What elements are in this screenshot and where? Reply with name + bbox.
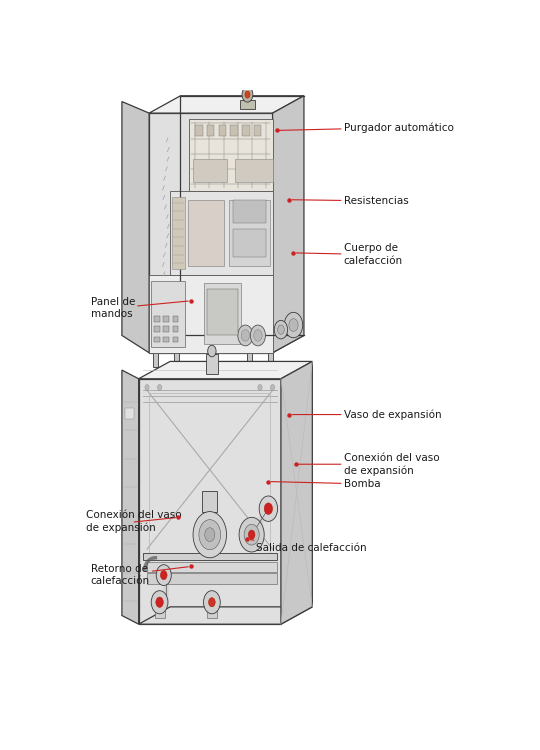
Circle shape	[238, 325, 253, 346]
Circle shape	[239, 518, 264, 552]
Circle shape	[160, 571, 167, 580]
Circle shape	[158, 385, 161, 390]
Polygon shape	[228, 200, 271, 266]
Circle shape	[204, 591, 220, 613]
Polygon shape	[219, 124, 226, 136]
Polygon shape	[207, 124, 214, 136]
Polygon shape	[230, 124, 238, 136]
Circle shape	[244, 524, 259, 545]
Polygon shape	[153, 352, 158, 368]
Circle shape	[241, 330, 249, 341]
Circle shape	[251, 325, 266, 346]
Polygon shape	[139, 362, 312, 379]
Polygon shape	[143, 553, 277, 560]
Polygon shape	[281, 362, 312, 624]
Polygon shape	[151, 280, 185, 347]
Polygon shape	[149, 113, 273, 352]
Polygon shape	[174, 352, 179, 368]
Polygon shape	[139, 379, 281, 624]
Polygon shape	[254, 124, 261, 136]
Circle shape	[156, 597, 163, 608]
Polygon shape	[207, 290, 238, 335]
Polygon shape	[233, 229, 266, 257]
Circle shape	[208, 345, 216, 357]
Polygon shape	[154, 326, 160, 332]
Polygon shape	[163, 326, 169, 332]
Polygon shape	[204, 284, 241, 344]
Text: Panel de
mandos: Panel de mandos	[91, 297, 188, 320]
Circle shape	[271, 385, 275, 390]
Circle shape	[278, 325, 284, 334]
Polygon shape	[273, 96, 304, 352]
Polygon shape	[149, 335, 304, 352]
Polygon shape	[147, 562, 277, 572]
Circle shape	[193, 512, 227, 558]
Polygon shape	[154, 316, 160, 322]
Circle shape	[264, 503, 273, 515]
Polygon shape	[149, 96, 304, 113]
Polygon shape	[240, 100, 255, 109]
Polygon shape	[206, 355, 218, 374]
Polygon shape	[195, 124, 202, 136]
Polygon shape	[163, 316, 169, 322]
Polygon shape	[173, 316, 178, 322]
Circle shape	[151, 591, 168, 613]
Circle shape	[242, 87, 253, 102]
Circle shape	[145, 385, 149, 390]
Polygon shape	[202, 491, 217, 512]
Polygon shape	[173, 337, 178, 342]
Polygon shape	[147, 573, 277, 584]
Polygon shape	[268, 352, 273, 368]
Text: Vaso de expansión: Vaso de expansión	[292, 410, 441, 420]
Polygon shape	[139, 607, 312, 624]
Polygon shape	[122, 101, 149, 352]
Circle shape	[156, 565, 171, 586]
Circle shape	[208, 598, 215, 607]
Polygon shape	[187, 200, 225, 266]
Polygon shape	[235, 159, 273, 182]
Text: Purgador automático: Purgador automático	[280, 122, 454, 133]
Circle shape	[248, 530, 255, 539]
Circle shape	[284, 312, 303, 338]
Circle shape	[274, 320, 288, 339]
Text: Resistencias: Resistencias	[292, 196, 408, 206]
Polygon shape	[172, 196, 185, 269]
Polygon shape	[163, 337, 169, 342]
Text: Conexión del vaso
de expansión: Conexión del vaso de expansión	[299, 453, 440, 476]
Polygon shape	[125, 408, 134, 419]
Circle shape	[199, 520, 221, 550]
Circle shape	[258, 385, 262, 390]
Polygon shape	[170, 191, 273, 274]
Polygon shape	[189, 118, 273, 191]
Circle shape	[245, 92, 250, 98]
Circle shape	[259, 496, 278, 521]
Polygon shape	[207, 601, 217, 619]
Circle shape	[205, 528, 215, 542]
Circle shape	[289, 319, 298, 332]
Polygon shape	[173, 326, 178, 332]
Polygon shape	[149, 274, 273, 352]
Text: Retorno de
calefacción: Retorno de calefacción	[91, 564, 188, 586]
Polygon shape	[154, 337, 160, 342]
Polygon shape	[122, 370, 139, 624]
Polygon shape	[247, 352, 253, 368]
Text: Salida de calefacción: Salida de calefacción	[250, 540, 367, 553]
Text: Conexión del vaso
de expansión: Conexión del vaso de expansión	[86, 511, 182, 533]
Polygon shape	[233, 200, 266, 223]
Polygon shape	[193, 159, 227, 182]
Text: Cuerpo de
calefacción: Cuerpo de calefacción	[296, 244, 403, 266]
Text: Bomba: Bomba	[271, 478, 380, 489]
Circle shape	[254, 330, 262, 341]
Polygon shape	[242, 124, 249, 136]
Polygon shape	[154, 601, 165, 619]
